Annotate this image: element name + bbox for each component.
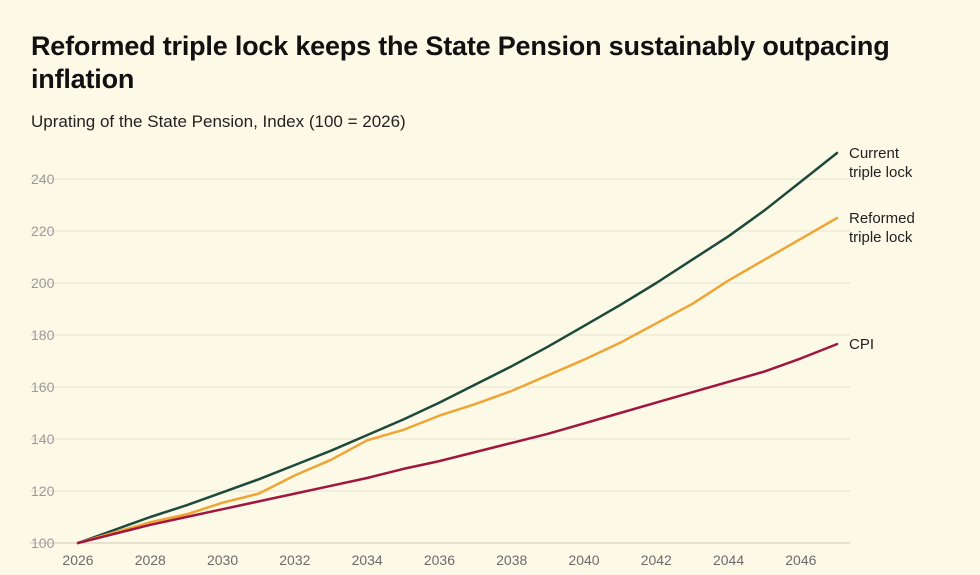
x-tick-label: 2046	[785, 552, 816, 568]
series-labels: Current triple lock Reformed triple lock CPI	[849, 145, 915, 353]
y-tick-label: 140	[31, 431, 55, 447]
series-label: CPI	[849, 336, 874, 353]
x-axis-ticks: 2026 2028 2030 2032 2034 2036 2038 2040 2042 2044…	[62, 552, 816, 568]
y-tick-label: 240	[31, 171, 55, 187]
series-label: triple lock	[849, 229, 913, 246]
y-tick-label: 220	[31, 223, 55, 239]
x-tick-label: 2044	[713, 552, 744, 568]
chart-title: Reformed triple lock keeps the State Pen…	[31, 31, 890, 94]
gridlines	[30, 178, 850, 544]
series-label: Reformed	[849, 210, 915, 227]
y-axis-ticks: 100 120 140 160 180 200 220 240	[31, 171, 55, 551]
y-tick-label: 180	[31, 327, 55, 343]
y-tick-label: 160	[31, 379, 55, 395]
y-tick-label: 100	[31, 535, 55, 551]
series-label: Current	[849, 145, 900, 162]
x-tick-label: 2026	[62, 552, 93, 568]
x-tick-label: 2036	[424, 552, 455, 568]
x-tick-label: 2028	[135, 552, 166, 568]
y-tick-label: 200	[31, 275, 55, 291]
series-label: triple lock	[849, 164, 913, 181]
x-tick-label: 2040	[568, 552, 599, 568]
y-tick-label: 120	[31, 483, 55, 499]
series-line	[76, 342, 839, 545]
x-tick-label: 2042	[641, 552, 672, 568]
x-tick-label: 2030	[207, 552, 238, 568]
chart-subtitle: Uprating of the State Pension, Index (10…	[31, 112, 406, 131]
series-lines	[76, 151, 839, 545]
x-tick-label: 2034	[352, 552, 383, 568]
x-tick-label: 2038	[496, 552, 527, 568]
x-tick-label: 2032	[279, 552, 310, 568]
series-line	[76, 151, 839, 545]
series-line	[76, 216, 839, 545]
